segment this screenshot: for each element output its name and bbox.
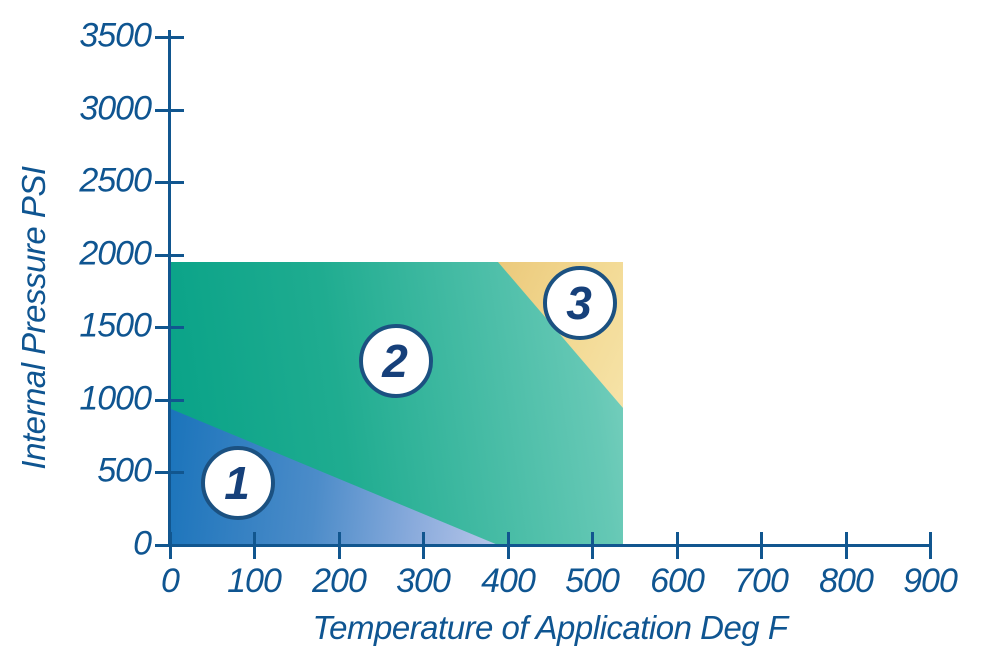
x-tick-label: 700 [734,562,789,600]
y-tick-label: 2500 [79,161,152,200]
x-tick-mark [760,532,763,559]
x-tick-label: 900 [903,562,958,600]
x-tick-label: 400 [481,562,536,600]
x-tick-mark [929,532,932,559]
y-tick-label: 1500 [79,306,152,345]
x-tick-mark [338,532,341,559]
x-tick-label: 200 [312,562,367,600]
x-tick-label: 500 [565,562,620,600]
x-tick-label: 600 [650,562,705,600]
y-tick-label: 3000 [79,89,152,128]
x-axis-line [168,544,931,547]
y-axis-title: Internal Pressure PSI [15,166,52,470]
x-tick-label: 100 [227,562,282,600]
zone-1-number: 1 [224,457,250,509]
y-tick-mark [155,36,184,39]
x-tick-mark [591,532,594,559]
x-tick-label: 300 [396,562,451,600]
y-tick-mark [155,181,184,184]
y-tick-label: 3500 [79,16,152,55]
zone-1-badge: 1 [201,446,275,520]
x-tick-label: 800 [819,562,874,600]
y-axis-line [168,30,171,547]
y-tick-mark [155,544,184,547]
y-tick-label: 500 [97,451,152,490]
x-tick-mark [253,532,256,559]
y-tick-mark [155,471,184,474]
zone-3-number: 3 [566,277,592,329]
x-tick-mark [422,532,425,559]
y-tick-label: 2000 [79,234,152,273]
zone-2-badge: 2 [359,324,433,398]
zone-3-badge: 3 [543,266,617,340]
x-axis-title: Temperature of Application Deg F [312,609,789,646]
y-tick-mark [155,399,184,402]
y-tick-mark [155,254,184,257]
x-tick-label: 0 [161,562,180,600]
y-tick-mark [155,109,184,112]
y-tick-label: 1000 [79,379,152,418]
y-tick-mark [155,326,184,329]
x-tick-mark [507,532,510,559]
zone-2-number: 2 [382,335,408,387]
x-tick-mark [676,532,679,559]
x-tick-mark [845,532,848,559]
y-tick-label: 0 [133,524,152,563]
